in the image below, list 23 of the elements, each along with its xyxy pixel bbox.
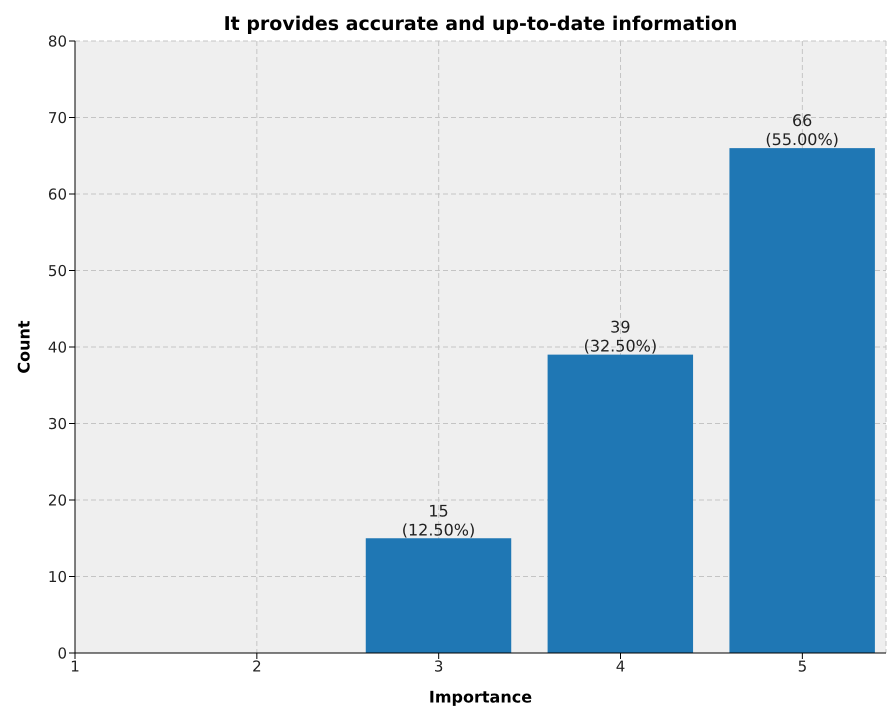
x-tick-label: 5	[798, 658, 808, 676]
bar	[548, 354, 694, 653]
bar	[729, 148, 875, 653]
y-tick-label: 0	[57, 644, 67, 662]
data-label: 15 (12.50%)	[402, 501, 476, 540]
data-label: 66 (55.00%)	[765, 111, 839, 150]
y-tick-label: 70	[48, 108, 67, 127]
y-tick-label: 80	[48, 32, 67, 50]
y-tick-label: 50	[48, 262, 67, 280]
y-tick-label: 60	[48, 185, 67, 204]
y-tick-label: 20	[48, 491, 67, 510]
y-tick-label: 10	[48, 568, 67, 586]
bar	[366, 538, 512, 653]
y-tick-label: 30	[48, 414, 67, 433]
x-tick-label: 3	[434, 658, 444, 676]
y-axis-title: Count	[14, 320, 34, 374]
y-tick-label: 40	[48, 338, 67, 356]
x-tick-label: 4	[616, 658, 626, 676]
x-tick-label: 2	[252, 658, 262, 676]
chart-title: It provides accurate and up-to-date information	[224, 13, 738, 35]
data-label: 39 (32.50%)	[584, 318, 658, 356]
x-tick-label: 1	[70, 658, 80, 676]
x-axis-title: Importance	[428, 687, 532, 706]
